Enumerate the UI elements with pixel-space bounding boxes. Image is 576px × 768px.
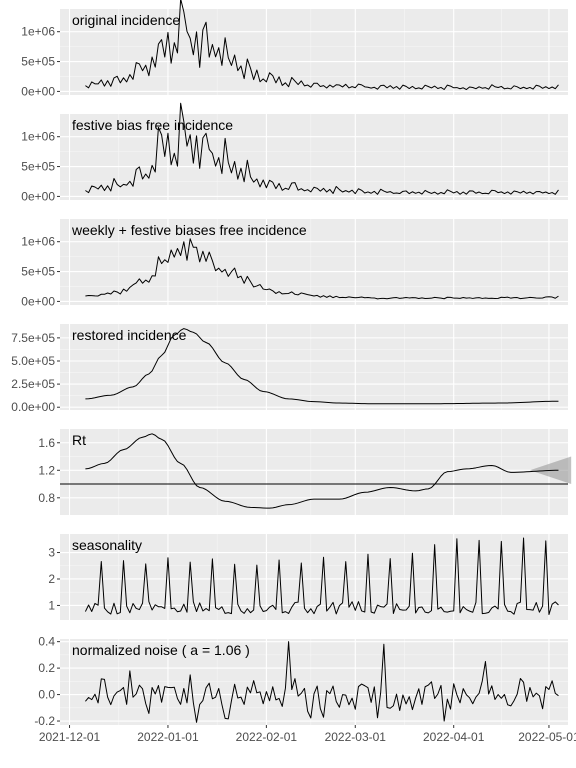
panel-5-series-line	[85, 433, 559, 509]
panel-5-title: Rt	[72, 432, 86, 448]
panel-6-title: seasonality	[72, 537, 142, 553]
panel-3-y-tick-label: 5e+05	[21, 265, 55, 279]
panel-3-title: weekly + festive biases free incidence	[71, 222, 307, 238]
panel-2-title: festive bias free incidence	[72, 117, 233, 133]
x-tick-label: 2022-02-01	[236, 730, 298, 744]
x-tick-label: 2022-03-01	[325, 730, 387, 744]
panel-3-y-tick-label: 1e+06	[21, 235, 55, 249]
panel-3-y-tick-label: 0e+00	[21, 294, 55, 308]
panel-6-y-tick-label: 3	[48, 546, 55, 560]
panel-4-y-tick-label: 0.0e+00	[11, 400, 55, 414]
panel-2-y-tick-label: 1e+06	[21, 130, 55, 144]
panel-7-y-tick-label: 0.0	[38, 688, 55, 702]
panel-6-series-line	[84, 537, 559, 616]
panel-4-y-tick-label: 2.5e+05	[11, 377, 55, 391]
panel-7-title: normalized noise ( a = 1.06 )	[72, 642, 250, 658]
panel-2-series-line	[85, 102, 559, 195]
panel-2-background	[60, 114, 568, 200]
panel-2-y-tick-label: 5e+05	[21, 160, 55, 174]
panel-5-y-tick-label: 1.2	[38, 463, 55, 477]
panel-3-series-line	[85, 238, 559, 300]
panel-1-title: original incidence	[72, 12, 180, 28]
panel-3-background	[60, 219, 568, 305]
x-tick-label: 2022-01-01	[137, 730, 199, 744]
x-tick-label: 2022-04-01	[423, 730, 485, 744]
panel-4-y-tick-label: 7.5e+05	[11, 331, 55, 345]
panel-6-y-tick-label: 2	[48, 572, 55, 586]
panel-1-background	[60, 9, 568, 95]
panel-4-series-line	[85, 328, 559, 405]
panel-7-y-tick-label: 0.4	[38, 635, 55, 649]
panel-1-y-tick-label: 5e+05	[21, 55, 55, 69]
panel-6-y-tick-label: 1	[48, 598, 55, 612]
panel-5-y-tick-label: 0.8	[38, 491, 55, 505]
x-tick-label: 2022-05-01	[518, 730, 576, 744]
panel-4-title: restored incidence	[72, 327, 187, 343]
panel-1-series-line	[85, 0, 559, 91]
panel-1-y-tick-label: 0e+00	[21, 84, 55, 98]
panel-5-y-tick-label: 1.6	[38, 436, 55, 450]
panel-7-background	[60, 639, 568, 725]
panel-2-y-tick-label: 0e+00	[21, 189, 55, 203]
panel-7-y-tick-label: -0.2	[34, 714, 55, 728]
panel-7-series-line	[85, 641, 559, 723]
panel-7-y-tick-label: 0.2	[38, 661, 55, 675]
panel-5-background	[60, 429, 568, 515]
panel-1-y-tick-label: 1e+06	[21, 25, 55, 39]
panel-4-y-tick-label: 5.0e+05	[11, 354, 55, 368]
x-tick-label: 2021-12-01	[39, 730, 101, 744]
